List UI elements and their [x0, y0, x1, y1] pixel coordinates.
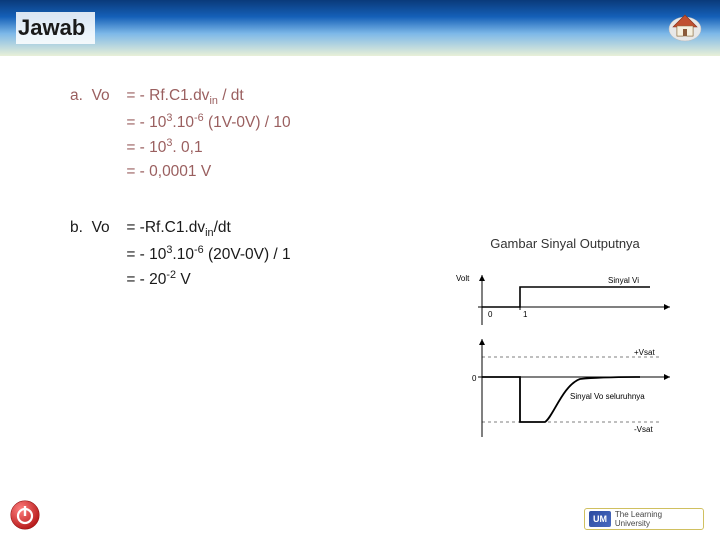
logo-text: The Learning University: [615, 510, 699, 528]
svg-text:Volt: Volt: [456, 274, 470, 283]
page-title: Jawab: [16, 12, 95, 44]
svg-text:Sinyal Vo seluruhnya: Sinyal Vo seluruhnya: [570, 392, 645, 401]
item-prefix: a.: [70, 87, 83, 104]
answer-item-a: a. Vo = - Rf.C1.dvin / dt = - 103.10-6 (…: [70, 84, 680, 184]
header-bar: Jawab: [0, 0, 720, 56]
logo-mark: UM: [589, 511, 611, 527]
svg-text:0: 0: [472, 374, 477, 383]
svg-text:+Vsat: +Vsat: [634, 348, 655, 357]
university-logo: UM The Learning University: [584, 508, 704, 530]
chart-caption: Gambar Sinyal Outputnya: [440, 236, 690, 251]
item-var: Vo: [92, 219, 110, 236]
svg-text:Sinyal Vi: Sinyal Vi: [608, 276, 639, 285]
equation-lines: = - Rf.C1.dvin / dt = - 103.10-6 (1V-0V)…: [126, 84, 290, 184]
output-signal-chart: Volt Sinyal Vi 0 1 +Vsat -Vsat 0 Sinyal Vo selu…: [450, 267, 680, 457]
item-prefix: b.: [70, 219, 83, 236]
svg-text:-Vsat: -Vsat: [634, 425, 653, 434]
svg-text:1: 1: [523, 310, 528, 319]
power-icon[interactable]: [10, 500, 40, 530]
equation-lines: = -Rf.C1.dvin/dt = - 103.10-6 (20V-0V) /…: [126, 216, 290, 292]
output-signal-block: Gambar Sinyal Outputnya Volt Sinyal Vi 0 1 +…: [440, 236, 690, 462]
item-var: Vo: [92, 87, 110, 104]
svg-text:0: 0: [488, 310, 493, 319]
home-icon[interactable]: [668, 12, 702, 42]
